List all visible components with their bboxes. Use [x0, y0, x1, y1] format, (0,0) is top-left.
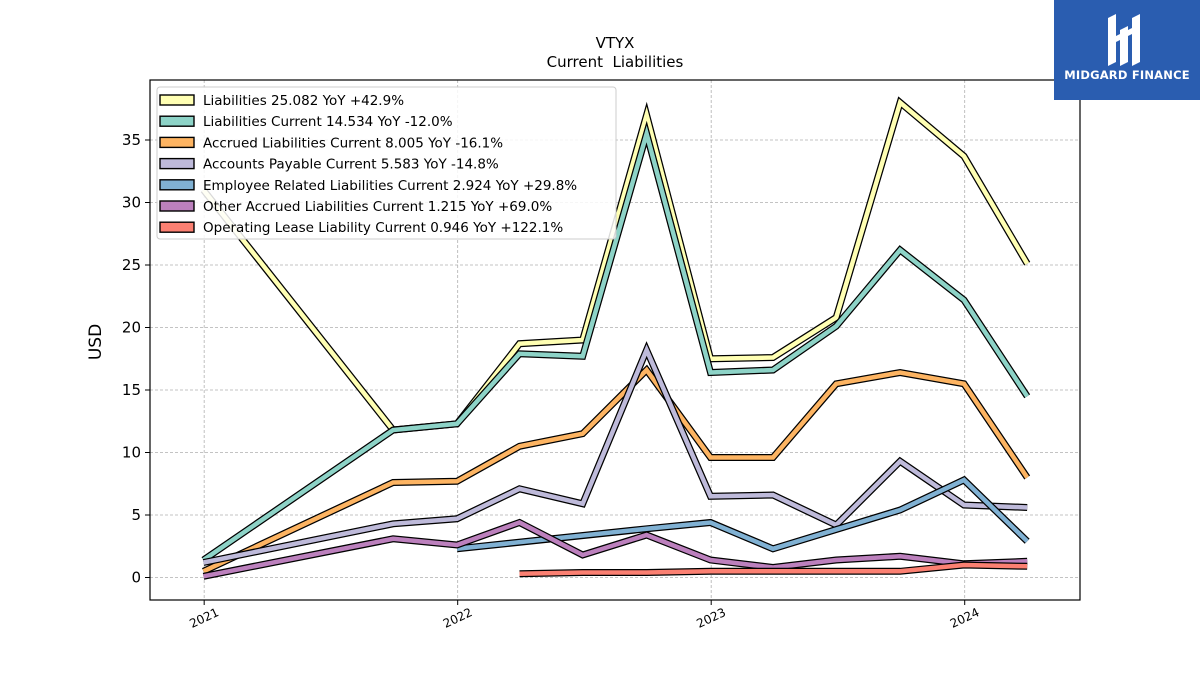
legend: Liabilities 25.082 YoY +42.9% Liabilities… [156, 86, 617, 240]
series-path [519, 562, 1028, 577]
legend-label: Accounts Payable Current 5.583 YoY -14.8… [203, 157, 499, 173]
legend-label: Employee Related Liabilities Current 2.9… [203, 178, 577, 194]
legend-swatch [159, 221, 195, 233]
x-tick-label: 2021 [187, 605, 221, 631]
brand-logo: MIDGARD FINANCE [1054, 0, 1200, 100]
legend-label: Liabilities 25.082 YoY +42.9% [203, 93, 404, 109]
legend-box [156, 86, 617, 240]
y-tick-label: 15 [122, 381, 141, 399]
legend-swatch [159, 179, 195, 191]
legend-swatch [159, 94, 195, 106]
x-tick-label: 2022 [441, 605, 475, 631]
chart-subtitle: Current Liabilities [547, 53, 684, 71]
legend-entry: Liabilities 25.082 YoY +42.9% [159, 93, 404, 109]
series-line-3 [202, 341, 1028, 566]
mf-monogram-icon [1108, 14, 1140, 66]
plot-frame [149, 79, 1081, 601]
x-tick-label: 2024 [948, 605, 982, 631]
legend-entry: Accounts Payable Current 5.583 YoY -14.8… [159, 157, 499, 173]
y-tick-label: 25 [122, 256, 141, 274]
series-line-5 [202, 518, 1028, 580]
y-tick-label: 35 [122, 131, 141, 149]
y-tick-label: 0 [131, 569, 141, 587]
legend-swatch [159, 157, 195, 170]
legend-label: Operating Lease Liability Current 0.946 … [203, 220, 563, 236]
legend-swatch [159, 200, 195, 212]
series-line-4 [456, 475, 1030, 553]
y-tick-label: 30 [122, 194, 141, 212]
series-line-1 [201, 120, 1031, 563]
x-tick-label: 2023 [694, 605, 728, 631]
brand-name: MIDGARD FINANCE [1064, 68, 1190, 82]
series-path [203, 344, 1028, 565]
legend-entry: Other Accrued Liabilities Current 1.215 … [159, 199, 552, 215]
series-path [202, 366, 1030, 574]
series-line-6 [519, 561, 1028, 578]
series-line-2 [202, 364, 1031, 575]
legend-label: Liabilities Current 14.534 YoY -12.0% [203, 114, 453, 130]
legend-entry: Accrued Liabilities Current 8.005 YoY -1… [159, 135, 503, 151]
legend-swatch [159, 115, 195, 127]
legend-entry: Liabilities Current 14.534 YoY -12.0% [159, 114, 453, 130]
y-tick-label: 10 [122, 444, 141, 462]
chart-title: VTYX [596, 34, 635, 52]
y-tick-label: 5 [131, 506, 141, 524]
legend-swatch [159, 136, 195, 149]
series-path [456, 477, 1029, 552]
series-path [202, 125, 1030, 562]
y-tick-label: 20 [122, 319, 141, 337]
legend-entry: Operating Lease Liability Current 0.946 … [159, 220, 563, 236]
legend-label: Accrued Liabilities Current 8.005 YoY -1… [203, 135, 503, 151]
legend-entry: Employee Related Liabilities Current 2.9… [159, 178, 577, 194]
legend-label: Other Accrued Liabilities Current 1.215 … [203, 199, 552, 215]
y-axis-label: USD [86, 324, 106, 360]
series-path [203, 520, 1028, 579]
